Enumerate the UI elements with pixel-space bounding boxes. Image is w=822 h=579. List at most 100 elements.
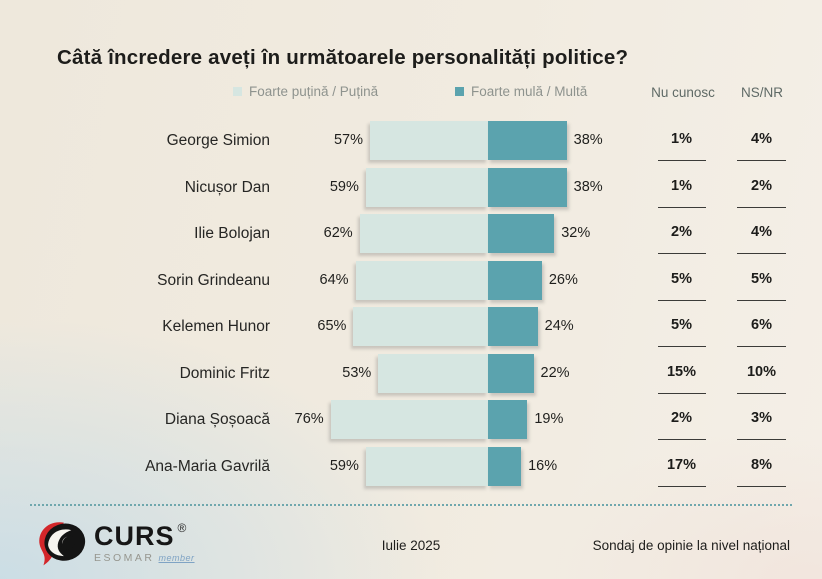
stat-underline <box>657 160 706 161</box>
stat-underline <box>737 346 786 347</box>
stat-ns-nr-value: 3% <box>751 410 772 426</box>
value-label-negative: 64% <box>319 271 349 288</box>
stat-nu-cunosc-value: 5% <box>671 317 692 333</box>
value-label-negative: 57% <box>333 132 364 148</box>
stat-underline <box>737 439 786 440</box>
bar-positive <box>488 353 534 393</box>
stat-nu-cunosc-value: 1% <box>671 177 692 194</box>
stat-ns-nr: 4% <box>731 214 792 255</box>
bar-positive <box>488 121 567 160</box>
value-label-positive: 22% <box>540 364 570 381</box>
stat-nu-cunosc-value: 15% <box>666 363 697 380</box>
curs-swirl-icon <box>39 522 86 566</box>
stat-underline <box>657 439 706 440</box>
stat-ns-nr: 10% <box>731 354 792 395</box>
stat-underline <box>737 485 786 487</box>
stat-nu-cunosc: 17% <box>651 447 712 488</box>
stat-ns-nr: 3% <box>731 400 792 441</box>
row-label: Ana-Maria Gavrilă <box>145 457 270 475</box>
stat-nu-cunosc-value: 5% <box>671 270 692 287</box>
stat-nu-cunosc: 1% <box>651 168 712 209</box>
value-label-negative: 53% <box>342 364 372 381</box>
bar-negative <box>359 214 488 253</box>
value-label-negative: 65% <box>317 318 347 334</box>
dotted-divider <box>30 504 792 506</box>
brand-esomar: ESOMAR <box>94 552 155 564</box>
legend-swatch-positive-icon <box>455 87 464 96</box>
legend-item-negative: Foarte puțină / Puțină <box>233 84 378 99</box>
bar-negative <box>355 260 488 300</box>
stat-nu-cunosc: 1% <box>651 121 712 162</box>
row-label: Nicușor Dan <box>184 178 270 196</box>
value-label-positive: 24% <box>544 318 574 334</box>
row-label: Ilie Bolojan <box>194 225 270 242</box>
column-header-ns-nr: NS/NR <box>740 85 783 100</box>
brand-subtitle: ESOMAR member <box>94 552 195 564</box>
value-label-positive: 26% <box>548 271 578 288</box>
row-label: Dominic Fritz <box>179 364 270 382</box>
row-label: Diana Șoșoacă <box>164 411 270 428</box>
bar-negative <box>353 307 488 346</box>
brand-name: CURS <box>94 521 175 551</box>
chart-row: Nicușor Dan 59% 38% 1% 2% <box>0 167 822 215</box>
stat-underline <box>657 206 706 208</box>
stat-underline <box>657 253 706 254</box>
chart-row: Kelemen Hunor 65% 24% 5% 6% <box>0 307 822 354</box>
value-label-negative: 59% <box>329 178 359 195</box>
row-label: Sorin Grindeanu <box>157 271 270 289</box>
value-label-positive: 16% <box>528 457 558 474</box>
bar-negative <box>378 353 488 393</box>
stat-nu-cunosc-value: 1% <box>671 131 692 147</box>
stat-underline <box>657 392 706 394</box>
bar-positive <box>488 307 538 346</box>
curs-logo: CURS ® ESOMAR member <box>36 519 195 569</box>
bar-positive <box>488 214 555 253</box>
bar-positive <box>488 400 528 439</box>
stat-ns-nr: 5% <box>731 261 792 302</box>
value-label-positive: 19% <box>534 411 564 427</box>
row-label: George Simion <box>166 132 270 149</box>
stat-ns-nr-value: 4% <box>751 224 772 240</box>
stat-underline <box>657 299 706 301</box>
registered-mark-icon: ® <box>177 521 187 535</box>
chart-row: Ilie Bolojan 62% 32% 2% 4% <box>0 214 822 261</box>
survey-note: Sondaj de opinie la nivel național <box>592 538 790 553</box>
bar-negative <box>370 121 488 160</box>
stat-ns-nr: 8% <box>731 447 792 488</box>
stat-underline <box>737 206 786 208</box>
stat-ns-nr-value: 8% <box>751 456 772 473</box>
stat-ns-nr-value: 5% <box>751 270 772 287</box>
stat-ns-nr: 4% <box>731 121 792 162</box>
page-title: Câtă încredere aveți în următoarele pers… <box>57 46 629 69</box>
value-label-positive: 38% <box>573 132 603 148</box>
bar-negative <box>365 167 488 207</box>
survey-date: Iulie 2025 <box>381 538 441 553</box>
column-header-nu-cunosc: Nu cunosc <box>651 85 715 100</box>
chart-row: George Simion 57% 38% 1% 4% <box>0 121 822 168</box>
stat-nu-cunosc: 2% <box>651 214 712 255</box>
legend-label-negative: Foarte puțină / Puțină <box>249 84 379 99</box>
stat-nu-cunosc: 5% <box>651 307 712 348</box>
bar-negative <box>330 400 488 439</box>
brand-text-block: CURS ® ESOMAR member <box>94 519 195 564</box>
stat-nu-cunosc: 5% <box>651 261 712 302</box>
stat-ns-nr-value: 6% <box>751 317 772 333</box>
bar-positive <box>488 167 567 207</box>
legend-item-positive: Foarte mulă / Multă <box>455 84 587 99</box>
stat-underline <box>737 392 786 394</box>
chart-row: Ana-Maria Gavrilă 59% 16% 17% 8% <box>0 446 822 494</box>
value-label-positive: 38% <box>573 178 603 195</box>
bar-positive <box>488 260 542 300</box>
legend-swatch-negative-icon <box>233 87 242 96</box>
value-label-negative: 76% <box>294 411 324 427</box>
chart-row: Dominic Fritz 53% 22% 15% 10% <box>0 353 822 401</box>
stat-ns-nr-value: 10% <box>746 363 777 380</box>
legend-label-positive: Foarte mulă / Multă <box>471 84 588 99</box>
stat-underline <box>737 299 786 301</box>
value-label-negative: 62% <box>323 225 353 241</box>
stat-nu-cunosc: 15% <box>651 354 712 395</box>
chart-row: Sorin Grindeanu 64% 26% 5% 5% <box>0 260 822 308</box>
stat-nu-cunosc-value: 17% <box>666 456 697 473</box>
brand-member: member <box>158 553 195 563</box>
